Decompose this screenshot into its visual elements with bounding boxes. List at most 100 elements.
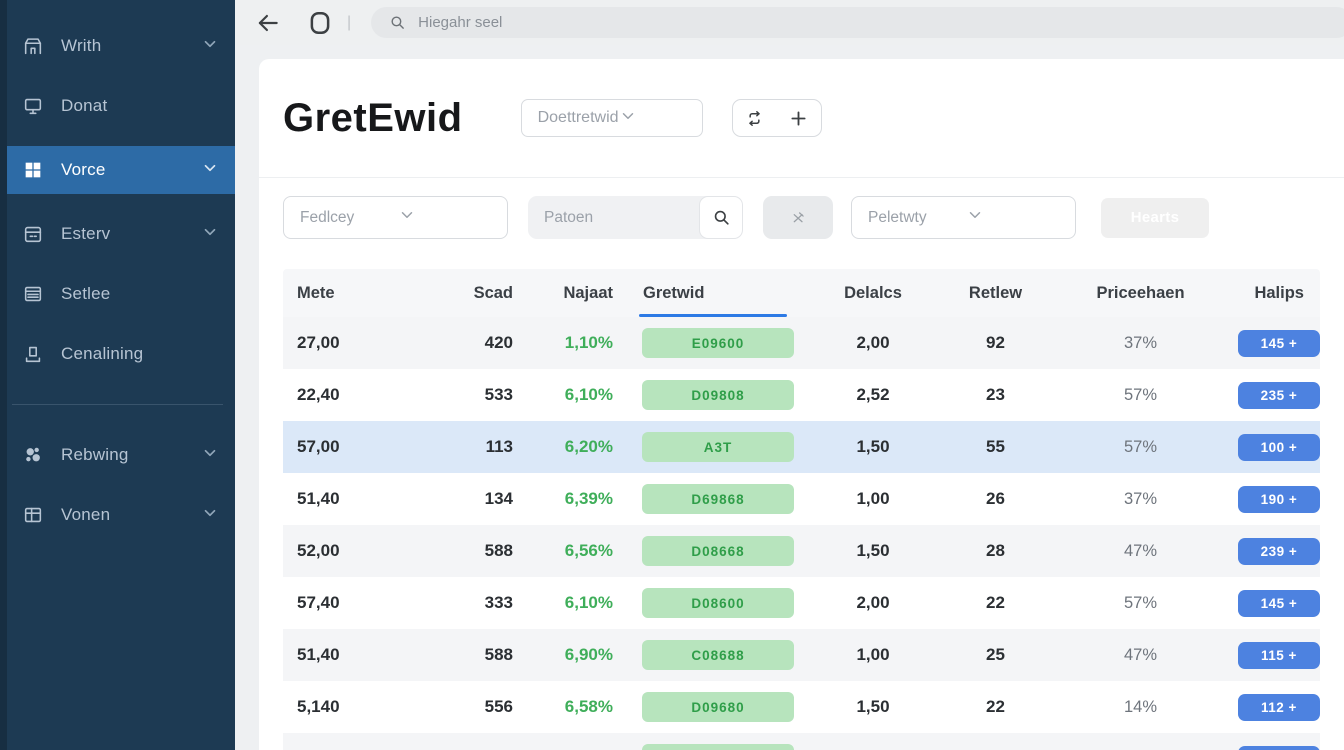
title-section: GretEwid Doettretwid — [259, 59, 1344, 178]
halips-badge[interactable]: 145 + — [1238, 589, 1320, 617]
cell-halips — [1213, 745, 1320, 750]
cell-retlew: 22 — [986, 593, 1005, 612]
filter-search-button[interactable] — [699, 196, 743, 239]
sidebar-item-esterv[interactable]: Esterv — [0, 210, 235, 258]
halips-badge[interactable]: 115 + — [1238, 641, 1320, 669]
sidebar-item-label: Rebwing — [61, 445, 129, 464]
cell-najaat: 6,90% — [564, 645, 613, 664]
cell-halips: 145 + — [1213, 329, 1320, 357]
cell-scad: 533 — [484, 385, 513, 404]
gretwid-badge: D08668 — [642, 536, 794, 566]
grid-icon — [21, 158, 45, 182]
table-row[interactable]: 51,40 134 6,39% D69868 1,00 26 37% 190 + — [283, 473, 1320, 525]
halips-badge[interactable]: 239 + — [1238, 537, 1320, 565]
add-button[interactable] — [777, 100, 821, 136]
column-header-najaat[interactable]: Najaat — [563, 283, 613, 302]
sidebar-item-vonen[interactable]: Vonen — [0, 491, 235, 539]
chevron-down-icon — [201, 504, 219, 527]
gretwid-badge: D08600 — [642, 588, 794, 618]
cell-gretwid: D08600 — [613, 588, 823, 618]
cell-delalcs: 1,50 — [856, 437, 890, 456]
cell-gretwid: D08668 — [613, 536, 823, 566]
halips-badge[interactable]: 190 + — [1238, 485, 1320, 513]
filter-search-field[interactable]: Patoen — [528, 196, 743, 239]
cell-priceehaen: 57% — [1123, 385, 1158, 404]
table-row[interactable]: 5,140 556 6,58% D09680 1,50 22 14% 112 + — [283, 681, 1320, 733]
filter-dropdown-1[interactable]: Fedlcey — [283, 196, 508, 239]
sidebar-item-rebwing[interactable]: Rebwing — [0, 431, 235, 479]
gretwid-badge: D09808 — [642, 380, 794, 410]
title-dropdown[interactable]: Doettretwid — [520, 99, 703, 137]
cell-scad: 556 — [484, 697, 513, 716]
address-search-bar[interactable]: Hiegahr seel — [371, 7, 1344, 38]
chevron-down-icon — [398, 206, 496, 229]
hearts-button[interactable]: Hearts — [1101, 197, 1209, 238]
chevron-down-icon — [201, 223, 219, 246]
chevron-down-icon — [201, 444, 219, 467]
table-row[interactable] — [283, 733, 1320, 750]
filter-dropdown-2-value: Peletwty — [868, 208, 927, 226]
cell-scad: 588 — [484, 645, 513, 664]
halips-badge[interactable]: 145 + — [1238, 329, 1320, 357]
chevron-down-icon — [966, 206, 1064, 229]
halips-badge[interactable]: 235 + — [1238, 381, 1320, 409]
cell-priceehaen: 37% — [1123, 333, 1158, 352]
cell-gretwid: D09808 — [613, 380, 823, 410]
sidebar: Writh Donat Vorce Esterv — [0, 0, 235, 750]
table-row[interactable]: 52,00 588 6,56% D08668 1,50 28 47% 239 + — [283, 525, 1320, 577]
upload-icon — [21, 342, 45, 366]
sync-icon — [749, 110, 760, 126]
sidebar-divider — [12, 404, 223, 405]
browser-logo-icon[interactable] — [307, 10, 333, 36]
cell-gretwid: E09600 — [613, 328, 823, 358]
gretwid-badge: C08688 — [642, 640, 794, 670]
column-header-priceehaen[interactable]: Priceehaen — [1096, 283, 1185, 302]
sync-button[interactable] — [733, 100, 777, 136]
cell-gretwid: A3T — [613, 432, 823, 462]
chevron-down-icon — [201, 35, 219, 58]
sidebar-item-vorce[interactable]: Vorce — [0, 146, 235, 194]
chevron-down-icon — [619, 107, 690, 130]
monitor-icon — [21, 94, 45, 118]
halips-badge[interactable] — [1238, 745, 1320, 750]
halips-badge[interactable]: 100 + — [1238, 433, 1320, 461]
column-header-gretwid-active[interactable]: Gretwid — [613, 269, 823, 317]
gretwid-badge: E09600 — [642, 328, 794, 358]
cell-retlew: 25 — [986, 645, 1005, 664]
cell-najaat: 6,10% — [564, 593, 613, 612]
halips-badge[interactable]: 112 + — [1238, 693, 1320, 721]
cell-gretwid: D09680 — [613, 692, 823, 722]
table-row[interactable]: 27,00 420 1,10% E09600 2,00 92 37% 145 + — [283, 317, 1320, 369]
table-row[interactable]: 57,40 333 6,10% D08600 2,00 22 57% 145 + — [283, 577, 1320, 629]
sidebar-item-setlee[interactable]: Setlee — [0, 270, 235, 318]
sidebar-item-label: Donat — [61, 96, 108, 115]
cell-mete: 52,00 — [297, 541, 340, 560]
filter-dropdown-2[interactable]: Peletwty — [851, 196, 1076, 239]
column-header-delalcs[interactable]: Delalcs — [844, 283, 902, 302]
table-row[interactable]: 51,40 588 6,90% C08688 1,00 25 47% 115 + — [283, 629, 1320, 681]
cell-mete: 5,140 — [297, 697, 340, 716]
sidebar-item-writh[interactable]: Writh — [0, 22, 235, 70]
cell-delalcs: 2,52 — [856, 385, 890, 404]
sidebar-item-donat[interactable]: Donat — [0, 82, 235, 130]
cell-najaat: 1,10% — [564, 333, 613, 352]
table-row[interactable]: 22,40 533 6,10% D09808 2,52 23 57% 235 + — [283, 369, 1320, 421]
cell-retlew: 26 — [986, 489, 1005, 508]
column-header-mete[interactable]: Mete — [297, 283, 335, 302]
cell-najaat: 6,58% — [564, 697, 613, 716]
clear-filter-button[interactable] — [763, 196, 833, 239]
column-header-scad[interactable]: Scad — [473, 283, 513, 302]
cell-scad: 113 — [485, 437, 513, 456]
column-header-retlew[interactable]: Retlew — [968, 283, 1023, 302]
sidebar-item-cenalining[interactable]: Cenalining — [0, 330, 235, 378]
cell-scad: 420 — [484, 333, 513, 352]
back-button[interactable] — [255, 10, 285, 36]
column-header-halips[interactable]: Halips — [1254, 283, 1304, 302]
cell-priceehaen: 47% — [1123, 645, 1158, 664]
main-content: GretEwid Doettretwid Fedlcey Patoen — [259, 59, 1344, 750]
table-row[interactable]: 57,00 113 6,20% A3T 1,50 55 57% 100 + — [283, 421, 1320, 473]
topbar: | Hiegahr seel — [235, 0, 1344, 45]
cell-retlew: 22 — [986, 697, 1005, 716]
table-header-row: Mete Scad Najaat Gretwid Delalcs Retlew … — [283, 269, 1320, 317]
topbar-divider: | — [347, 13, 352, 31]
